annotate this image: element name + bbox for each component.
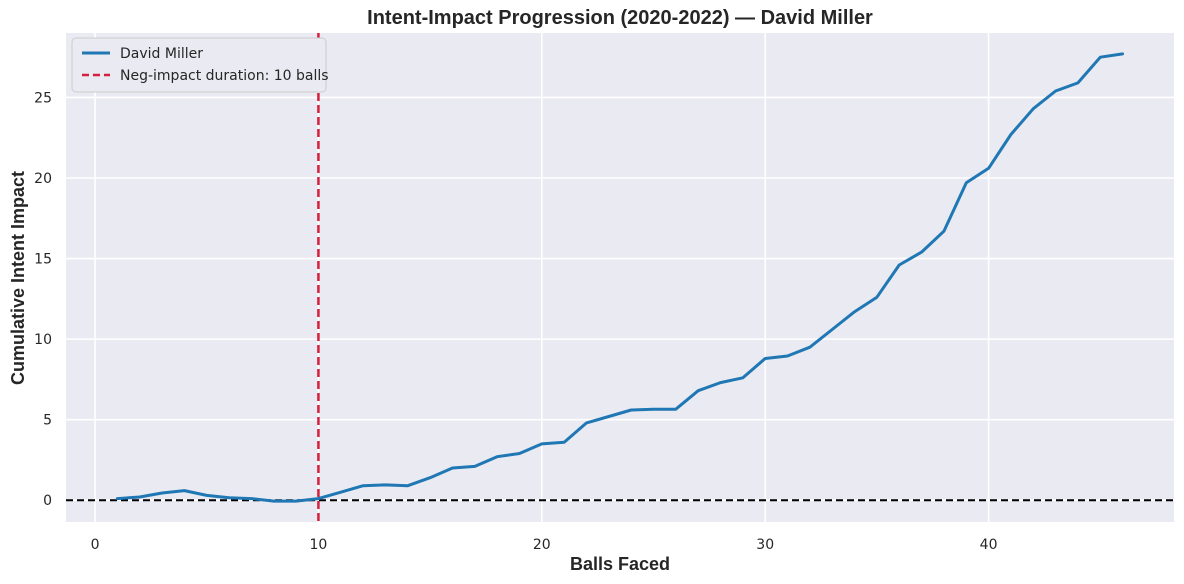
y-tick-labels: 0 5 10 15 20 25 <box>34 90 52 509</box>
y-tick-label: 25 <box>34 90 52 106</box>
y-tick-label: 0 <box>43 493 52 509</box>
legend-label-series: David Miller <box>120 46 203 62</box>
plot-background <box>66 33 1174 522</box>
reference-lines <box>66 33 1174 522</box>
x-tick-label: 40 <box>980 537 998 553</box>
series-lines <box>115 52 1125 503</box>
x-tick-label: 20 <box>533 537 551 553</box>
y-tick-label: 10 <box>34 332 52 348</box>
chart-title: Intent-Impact Progression (2020-2022) — … <box>367 7 873 29</box>
y-axis-title: Cumulative Intent Impact <box>8 171 28 385</box>
legend: David Miller Neg-impact duration: 10 bal… <box>71 37 329 93</box>
y-tick-label: 15 <box>34 252 52 268</box>
y-tick-label: 5 <box>43 413 52 429</box>
x-tick-label: 0 <box>91 537 100 553</box>
x-tick-labels: 0 10 20 30 40 <box>91 537 998 553</box>
x-axis-title: Balls Faced <box>570 554 670 574</box>
x-tick-label: 30 <box>756 537 774 553</box>
legend-box <box>71 37 327 93</box>
y-tick-label: 20 <box>34 171 52 187</box>
series-line-david-miller <box>115 52 1125 503</box>
legend-label-refline: Neg-impact duration: 10 balls <box>120 68 329 84</box>
x-tick-label: 10 <box>310 537 328 553</box>
